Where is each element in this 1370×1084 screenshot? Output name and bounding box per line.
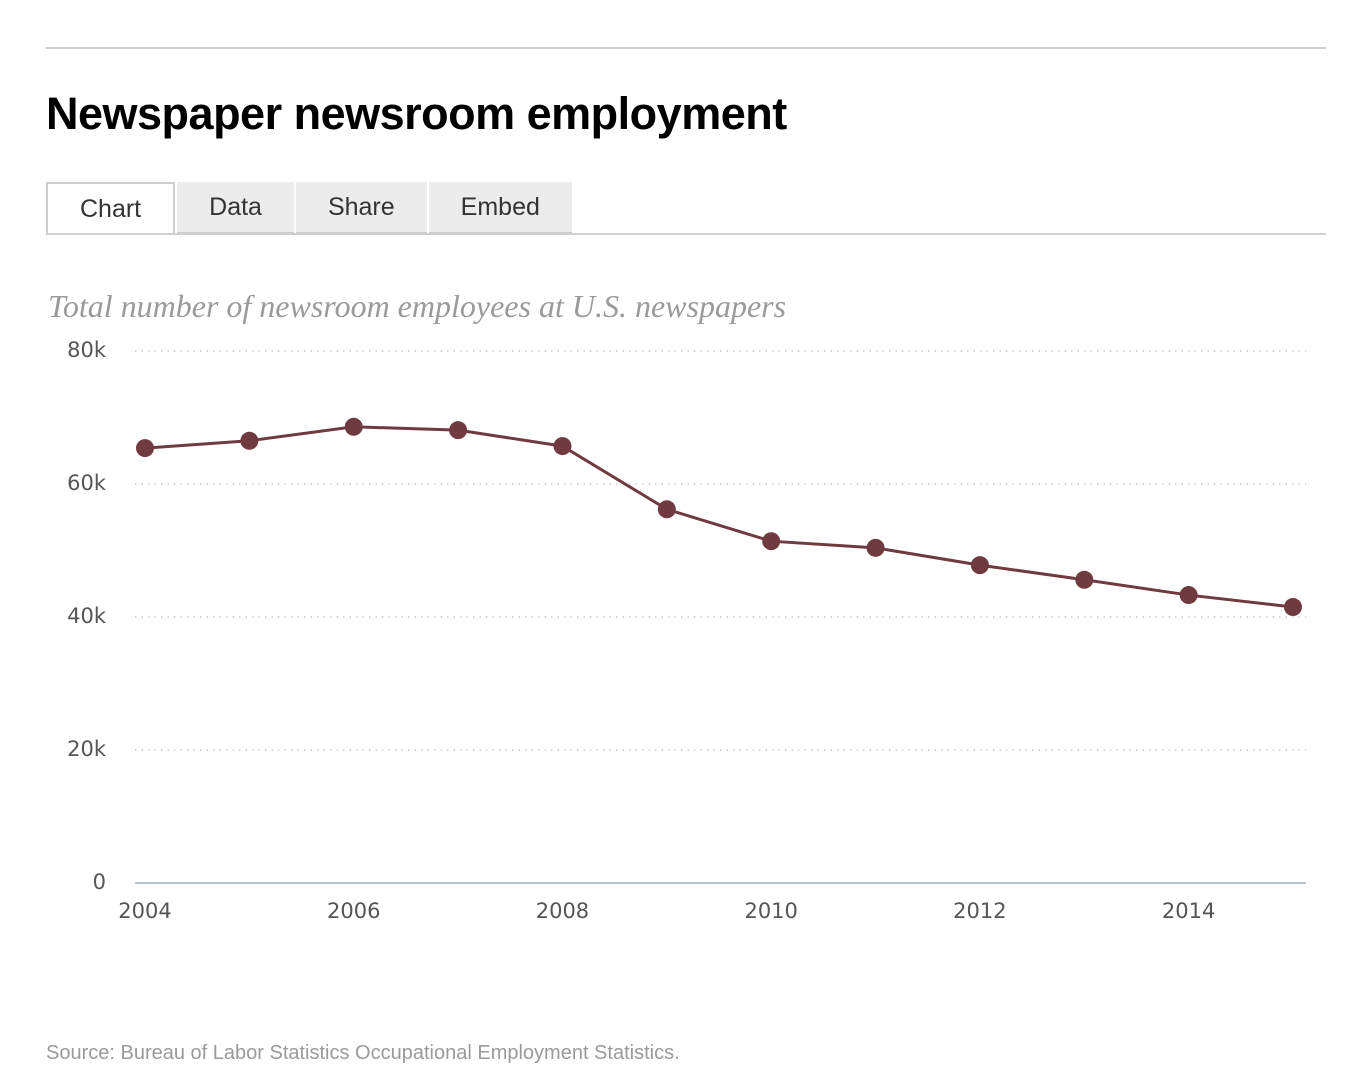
x-tick-label: 2006 (327, 899, 380, 923)
point (970, 556, 989, 575)
y-tick-label: 60k (67, 471, 107, 495)
y-tick-label: 80k (67, 338, 107, 362)
x-tick-label: 2014 (1162, 899, 1215, 923)
point (1179, 586, 1198, 605)
chart: 0 20k 40k 60k 80k 2004 2006 2008 2010 2012 2014 (67, 338, 1306, 923)
top-rule (46, 47, 1326, 49)
chart-subtitle: Total number of newsroom employees at U.… (48, 288, 787, 324)
point (1075, 570, 1094, 589)
point (240, 431, 259, 450)
chart-title: Newspaper newsroom employment (46, 88, 787, 139)
point (1284, 598, 1302, 617)
point (657, 500, 676, 519)
line (144, 425, 1294, 609)
y-tick-label: 20k (67, 737, 107, 761)
x-tick-label: 2012 (953, 899, 1006, 923)
point (449, 421, 468, 440)
point (136, 439, 154, 458)
x-tick-label: 2008 (536, 899, 589, 923)
x-tick-label: 2004 (118, 899, 171, 923)
tab-rule (46, 233, 1326, 235)
source-note: Source: Bureau of Labor Statistics Occup… (46, 1042, 680, 1064)
point (866, 538, 885, 557)
tab[interactable]: Chart (46, 182, 176, 236)
point (553, 437, 572, 456)
point (762, 532, 781, 551)
point (344, 417, 363, 436)
y-tick-label: 40k (67, 604, 107, 628)
x-tick-label: 2010 (744, 899, 797, 923)
y-tick-label: 0 (93, 870, 106, 894)
